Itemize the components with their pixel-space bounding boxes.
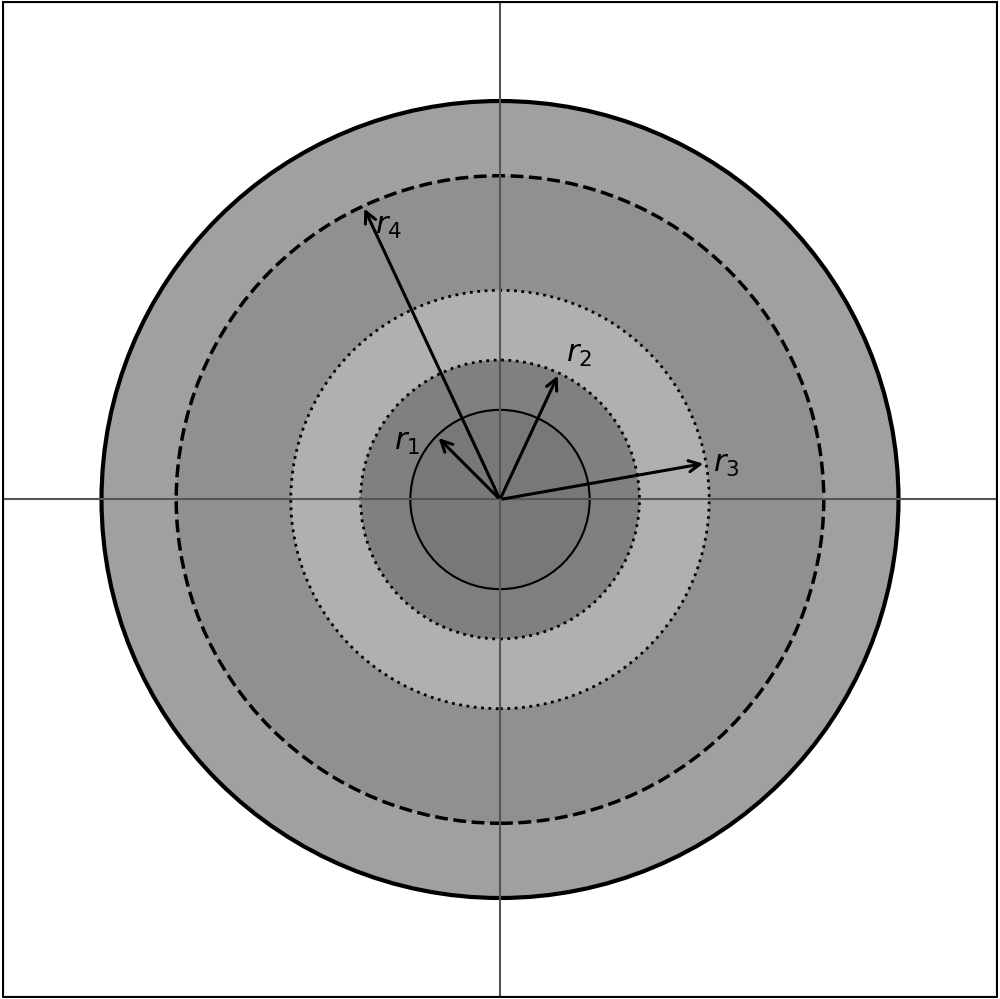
Circle shape [176,176,824,823]
Text: $r_2$: $r_2$ [566,338,592,369]
Text: $r_4$: $r_4$ [375,211,402,242]
Circle shape [102,101,898,898]
Text: $r_1$: $r_1$ [394,426,420,457]
Circle shape [291,291,709,708]
Text: $r_3$: $r_3$ [713,448,739,479]
Circle shape [410,410,590,589]
Circle shape [361,360,639,639]
